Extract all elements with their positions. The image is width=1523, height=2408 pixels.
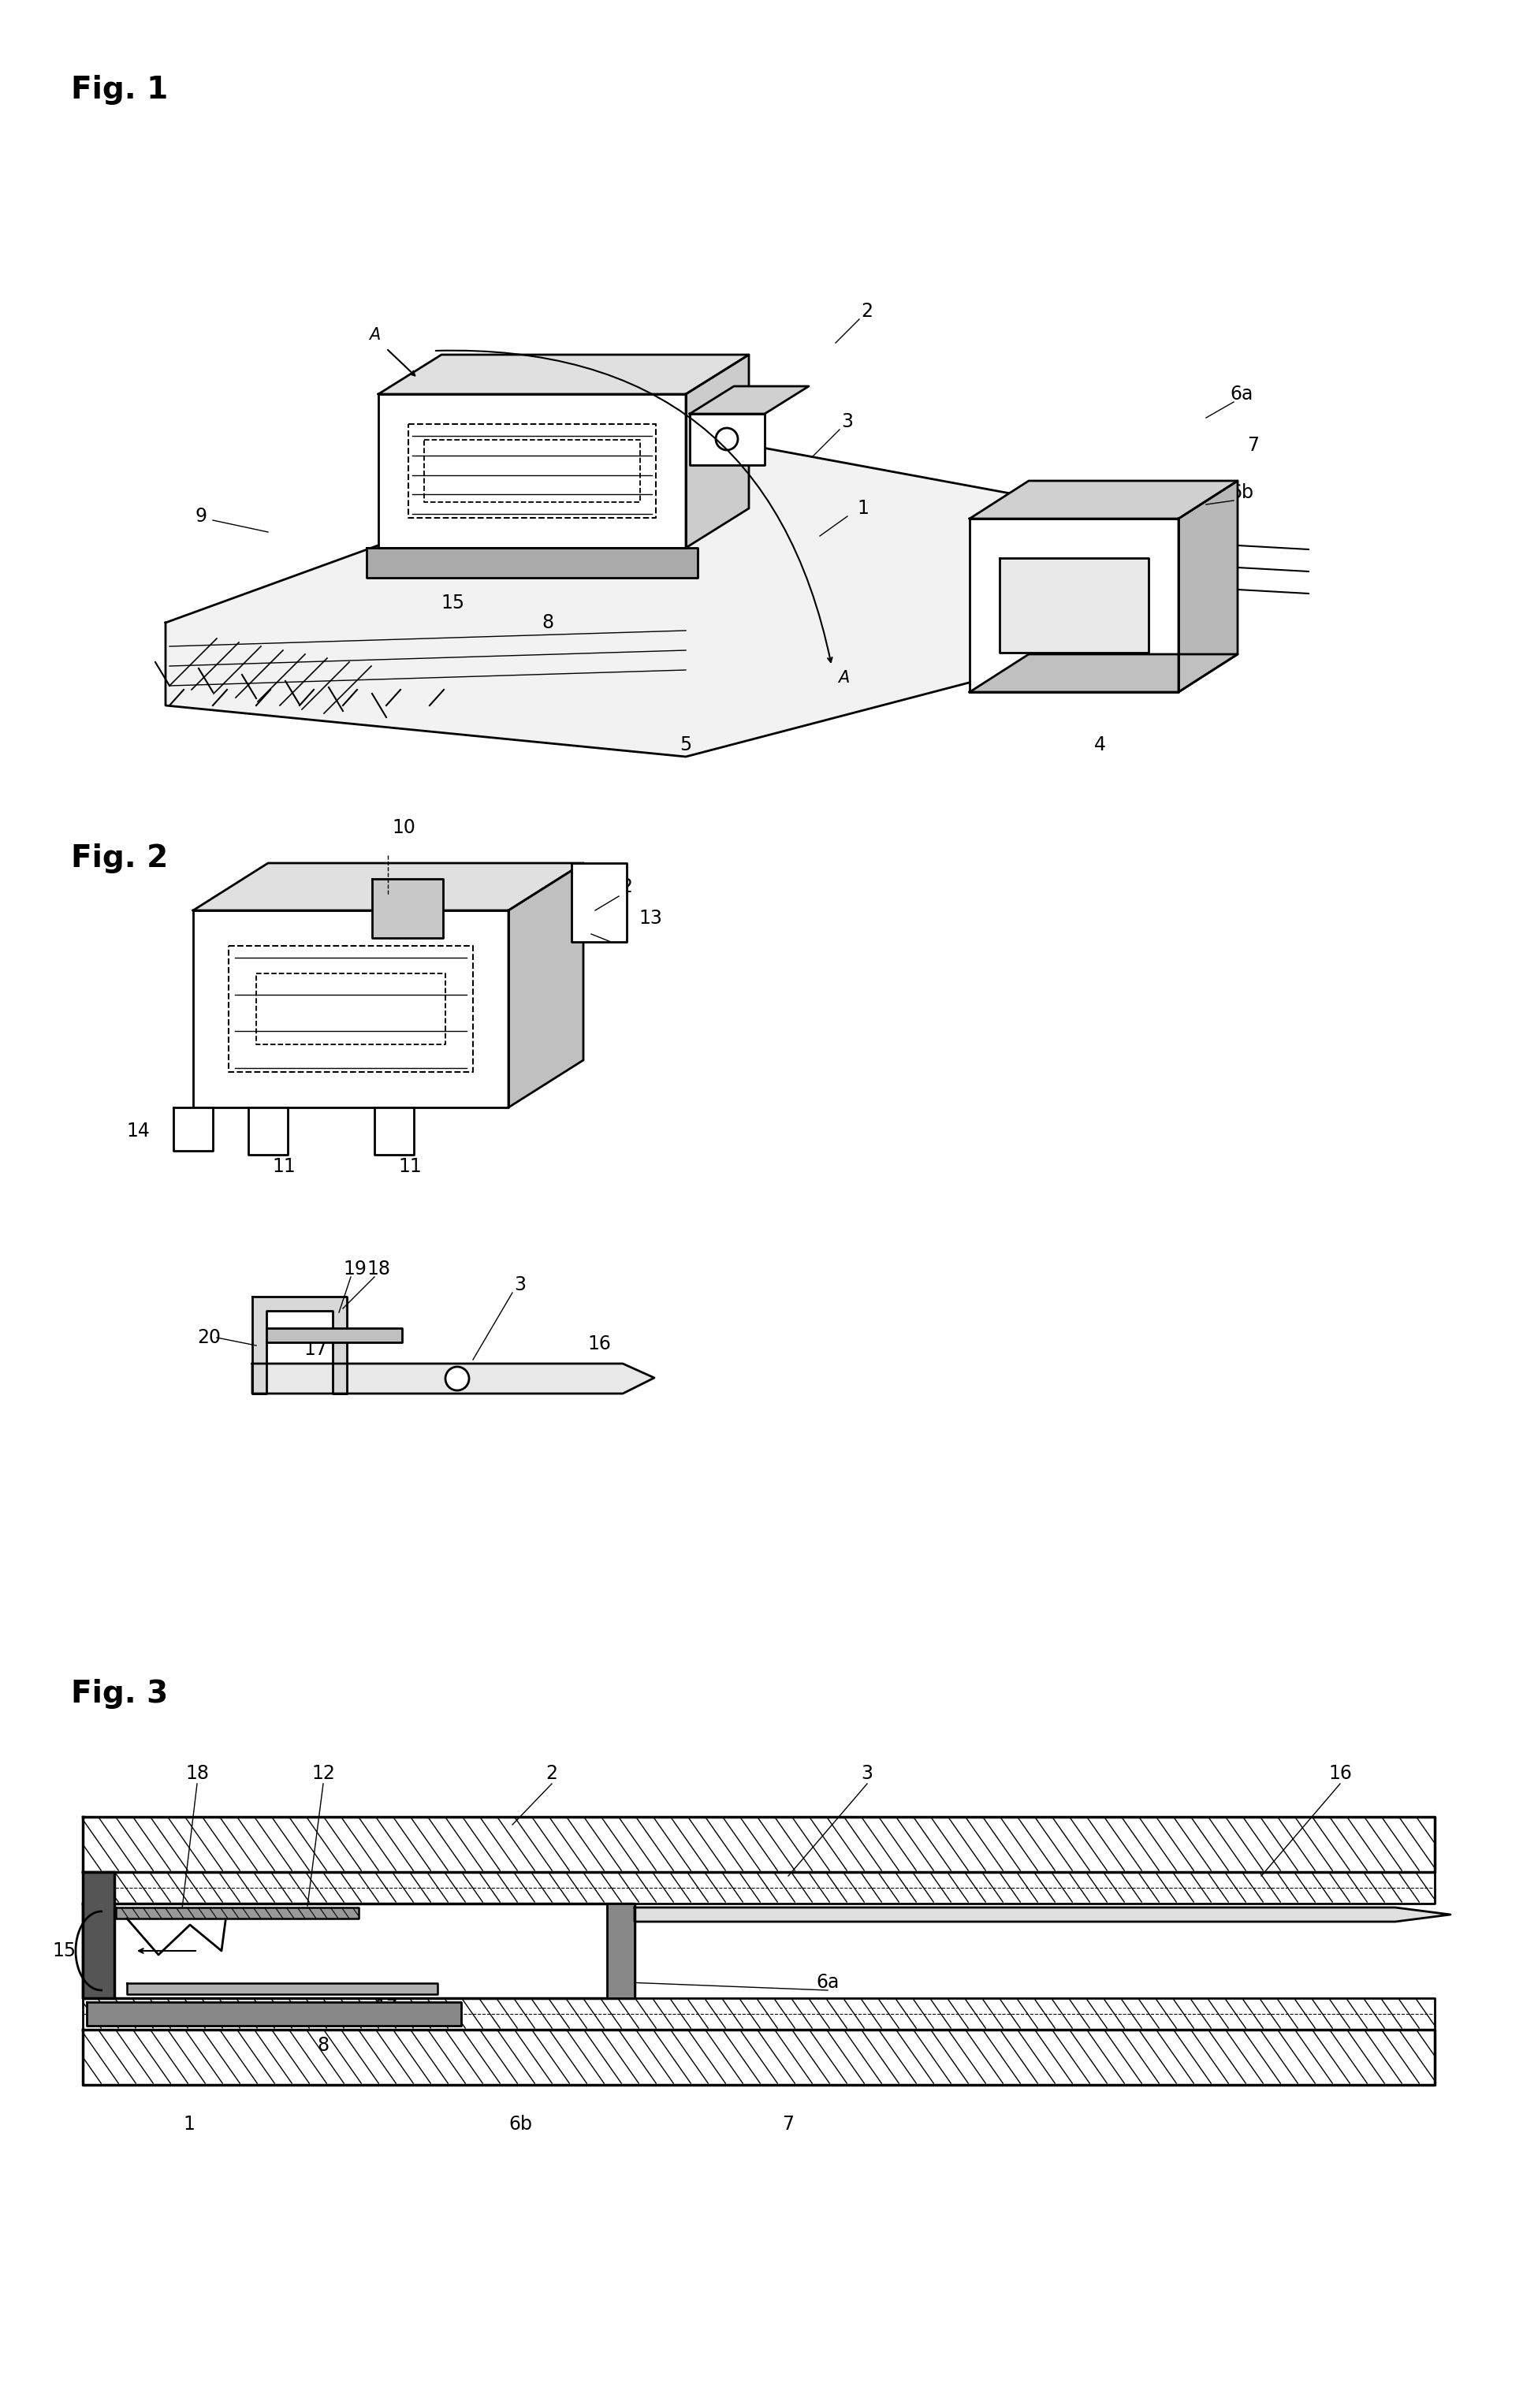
Text: 14: 14 xyxy=(126,1122,149,1141)
Polygon shape xyxy=(634,1907,1450,1922)
Text: 5: 5 xyxy=(679,734,691,754)
Text: 3: 3 xyxy=(841,412,853,431)
Text: 8: 8 xyxy=(542,614,553,633)
Text: 7: 7 xyxy=(1247,436,1258,455)
Text: 4: 4 xyxy=(1094,734,1106,754)
Polygon shape xyxy=(248,1108,288,1156)
Text: 19: 19 xyxy=(320,1953,343,1972)
Text: 11: 11 xyxy=(398,1158,422,1175)
Text: Fig. 2: Fig. 2 xyxy=(72,843,168,874)
Polygon shape xyxy=(690,385,809,414)
Polygon shape xyxy=(685,354,748,547)
Polygon shape xyxy=(606,1905,634,1999)
Polygon shape xyxy=(82,1818,1435,1871)
Polygon shape xyxy=(82,2030,1435,2085)
Polygon shape xyxy=(166,433,1197,756)
Text: 19: 19 xyxy=(343,1259,367,1279)
Polygon shape xyxy=(267,1329,402,1341)
Polygon shape xyxy=(378,395,685,547)
Text: 8: 8 xyxy=(317,2035,329,2054)
Text: 2: 2 xyxy=(545,1765,557,1782)
Polygon shape xyxy=(82,1871,114,1999)
Polygon shape xyxy=(253,1296,347,1394)
Text: 18: 18 xyxy=(367,1259,390,1279)
Polygon shape xyxy=(969,482,1237,518)
Text: 18: 18 xyxy=(186,1765,209,1782)
Polygon shape xyxy=(193,862,583,910)
Text: Fig. 1: Fig. 1 xyxy=(72,75,168,106)
Text: 2: 2 xyxy=(620,877,632,896)
Text: 9: 9 xyxy=(195,506,207,525)
Text: 6b: 6b xyxy=(1229,484,1253,503)
Polygon shape xyxy=(999,559,1148,653)
Text: 10: 10 xyxy=(391,819,416,838)
Circle shape xyxy=(716,429,737,450)
Text: 17: 17 xyxy=(303,1339,327,1358)
Polygon shape xyxy=(174,1108,213,1151)
Circle shape xyxy=(445,1368,469,1389)
Text: Fig. 3: Fig. 3 xyxy=(72,1678,168,1710)
Polygon shape xyxy=(378,354,748,395)
Text: 20: 20 xyxy=(193,1941,216,1960)
Polygon shape xyxy=(1177,482,1237,691)
Text: 15: 15 xyxy=(442,592,465,612)
Text: 1: 1 xyxy=(183,2114,195,2133)
Polygon shape xyxy=(372,879,443,939)
Text: 15: 15 xyxy=(53,1941,76,1960)
Polygon shape xyxy=(82,1905,634,1999)
Polygon shape xyxy=(690,414,765,465)
Text: 20: 20 xyxy=(196,1329,221,1346)
Polygon shape xyxy=(375,1108,414,1156)
Text: 12: 12 xyxy=(311,1765,335,1782)
Text: 6a: 6a xyxy=(816,1972,839,1991)
Text: 11: 11 xyxy=(273,1158,295,1175)
Polygon shape xyxy=(969,655,1237,691)
Text: 17: 17 xyxy=(375,1999,398,2018)
Text: 6a: 6a xyxy=(1229,385,1252,405)
Text: A: A xyxy=(369,327,379,342)
Polygon shape xyxy=(367,547,698,578)
Text: 3: 3 xyxy=(515,1276,525,1293)
Text: 3: 3 xyxy=(860,1765,873,1782)
Text: 2: 2 xyxy=(860,301,873,320)
Text: 16: 16 xyxy=(586,1334,611,1353)
Polygon shape xyxy=(253,1363,653,1394)
Polygon shape xyxy=(87,2001,461,2025)
Polygon shape xyxy=(969,518,1177,691)
Text: 16: 16 xyxy=(1328,1765,1351,1782)
Polygon shape xyxy=(571,862,626,942)
Polygon shape xyxy=(193,910,509,1108)
Text: 13: 13 xyxy=(638,908,663,927)
Text: A: A xyxy=(838,669,848,686)
Text: 12: 12 xyxy=(603,925,626,944)
Text: 6b: 6b xyxy=(509,2114,532,2133)
Polygon shape xyxy=(126,1984,437,1994)
Polygon shape xyxy=(116,1907,358,1919)
Polygon shape xyxy=(82,1871,1435,1905)
Polygon shape xyxy=(82,1999,1435,2030)
Polygon shape xyxy=(509,862,583,1108)
Text: 7: 7 xyxy=(781,2114,793,2133)
Text: 1: 1 xyxy=(857,498,868,518)
